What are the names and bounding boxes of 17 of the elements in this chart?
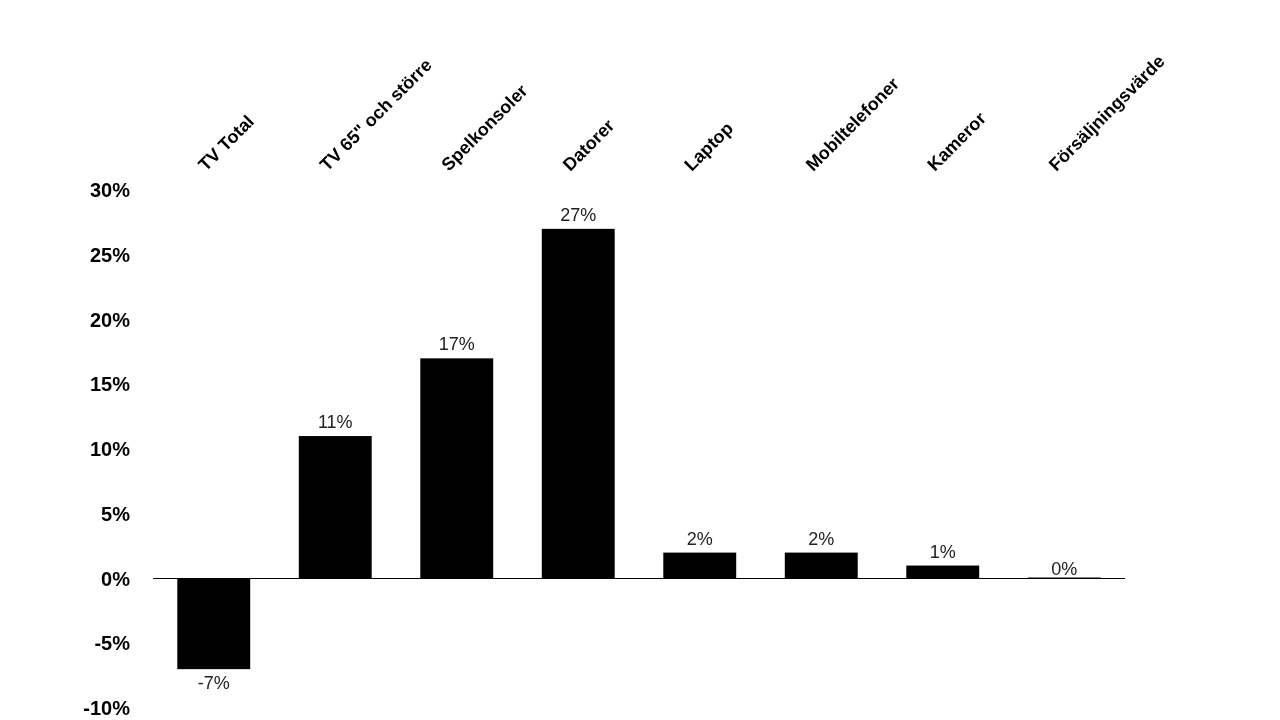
y-tick-label: 15%: [89, 373, 131, 396]
y-tick-label: 25%: [89, 243, 131, 266]
y-tick-label: 5%: [101, 502, 131, 525]
data-label: 11%: [317, 412, 353, 433]
data-label: 0%: [1051, 558, 1078, 579]
data-label: 1%: [929, 541, 956, 562]
data-label: 2%: [808, 528, 835, 549]
data-label: 27%: [560, 204, 597, 225]
y-tick-label: -5%: [94, 632, 131, 655]
y-tick-label: 30%: [89, 179, 131, 201]
y-tick-label: 0%: [101, 567, 131, 590]
y-tick-label: -10%: [83, 697, 131, 719]
data-label: -7%: [197, 673, 230, 694]
y-tick-label: 20%: [89, 308, 131, 331]
y-tick-label: 10%: [89, 438, 131, 460]
data-label: 2%: [686, 528, 713, 549]
data-label: 17%: [438, 334, 475, 355]
